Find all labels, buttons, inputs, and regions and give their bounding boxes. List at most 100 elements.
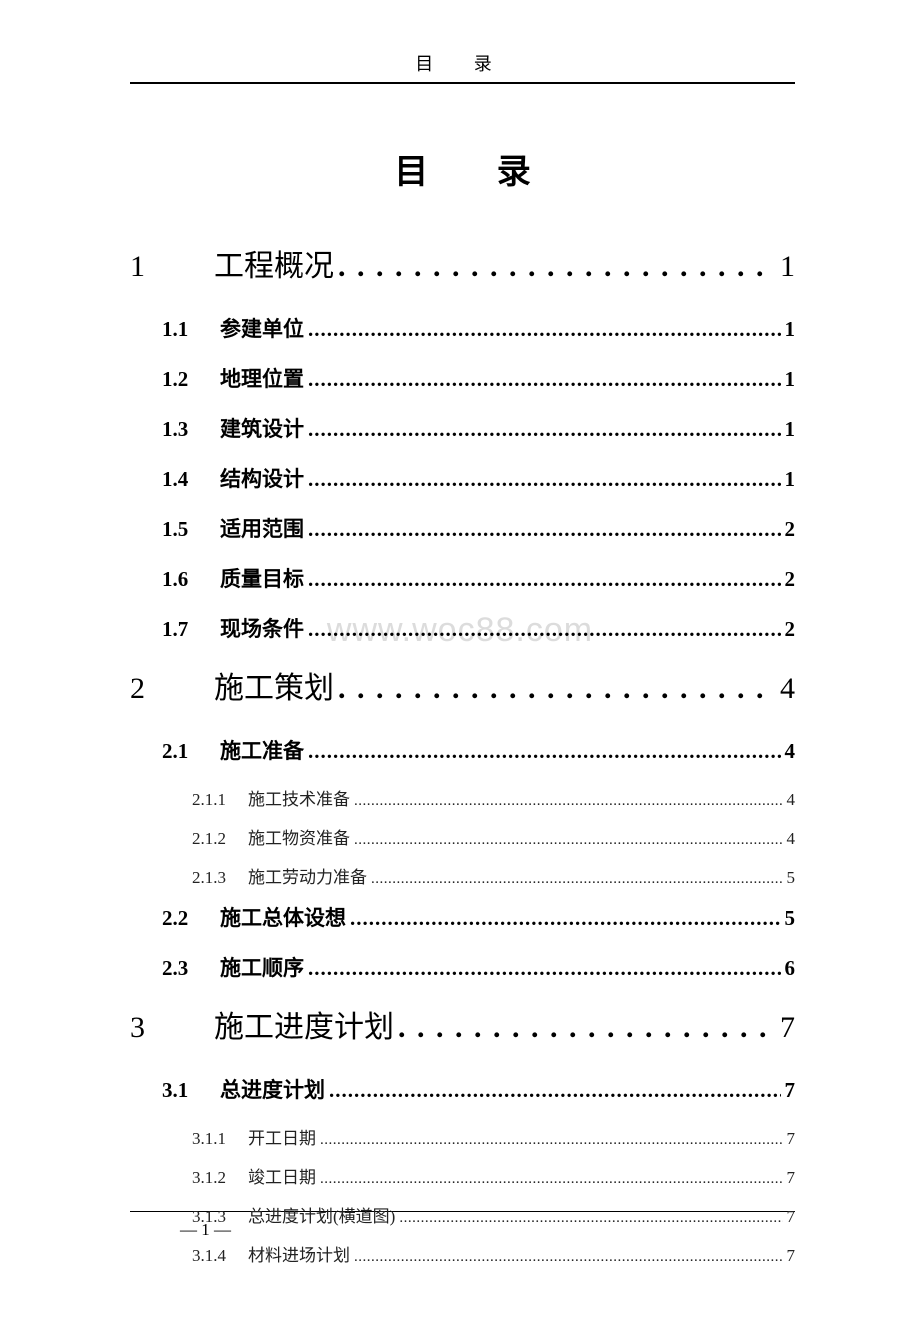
toc-entry: 2.1.3施工劳动力准备 5 <box>130 863 795 888</box>
toc-leader <box>399 1207 782 1227</box>
toc-number: 2.1.2 <box>192 829 248 849</box>
page-title: 目 录 <box>130 144 795 193</box>
toc-leader <box>308 467 781 492</box>
toc-page: 1 <box>785 417 796 442</box>
toc-title: 竣工日期 <box>248 1163 316 1188</box>
toc-page: 7 <box>787 1168 796 1188</box>
toc-number: 2.2 <box>162 906 220 931</box>
toc-title: 总进度计划(横道图) <box>248 1202 395 1227</box>
page-header: 目 录 <box>130 50 795 84</box>
toc-page: 4 <box>787 790 796 810</box>
toc-leader <box>320 1129 783 1149</box>
toc-page: 1 <box>785 367 796 392</box>
toc-number: 3.1 <box>162 1078 220 1103</box>
toc-page: 4 <box>785 739 796 764</box>
toc-entry: 1.7现场条件 2 <box>130 613 795 643</box>
toc-title: 参建单位 <box>220 313 304 343</box>
toc-title: 结构设计 <box>220 463 304 493</box>
toc-number: 1.4 <box>162 467 220 492</box>
toc-title: 总进度计划 <box>220 1074 325 1104</box>
toc-page: 1 <box>785 467 796 492</box>
toc-number: 2.1 <box>162 739 220 764</box>
toc-leader <box>308 517 781 542</box>
toc-entry: 1.5适用范围 2 <box>130 513 795 543</box>
toc-entry: 2.1施工准备4 <box>130 735 795 765</box>
toc-title: 施工技术准备 <box>248 785 350 810</box>
toc-page: 7 <box>787 1207 796 1227</box>
toc-number: 2 <box>130 672 214 706</box>
toc-leader <box>329 1078 781 1103</box>
running-header: 目 录 <box>130 50 795 76</box>
toc-page: 1 <box>780 250 795 284</box>
toc-number: 1.7 <box>162 617 220 642</box>
toc-leader <box>354 1246 783 1266</box>
toc-title: 施工进度计划 <box>214 1002 394 1046</box>
document-page: 目 录 www.woc88.com 目 录 1工程概况11.1参建单位11.2地… <box>0 0 920 1320</box>
toc-leader <box>371 868 783 888</box>
toc-entry: 1.2地理位置 1 <box>130 363 795 393</box>
toc-number: 1.3 <box>162 417 220 442</box>
table-of-contents: 1工程概况11.1参建单位11.2地理位置11.3建筑设计11.4结构设计11.… <box>130 241 795 1266</box>
toc-title: 施工劳动力准备 <box>248 863 367 888</box>
toc-leader <box>308 617 781 642</box>
toc-leader <box>308 567 781 592</box>
toc-entry: 1.3建筑设计1 <box>130 413 795 443</box>
toc-page: 6 <box>785 956 796 981</box>
toc-page: 7 <box>787 1246 796 1266</box>
toc-entry: 2施工策划 4 <box>130 663 795 707</box>
toc-number: 3.1.3 <box>192 1207 248 1227</box>
header-rule <box>130 82 795 84</box>
toc-number: 2.1.1 <box>192 790 248 810</box>
toc-number: 1.6 <box>162 567 220 592</box>
toc-number: 1.1 <box>162 317 220 342</box>
toc-leader <box>350 906 781 931</box>
toc-leader <box>308 367 781 392</box>
toc-number: 3.1.2 <box>192 1168 248 1188</box>
toc-number: 3.1.4 <box>192 1246 248 1266</box>
toc-entry: 3.1.3总进度计划(横道图) 7 <box>130 1202 795 1227</box>
toc-page: 4 <box>787 829 796 849</box>
toc-title: 开工日期 <box>248 1124 316 1149</box>
toc-number: 1.2 <box>162 367 220 392</box>
toc-entry: 2.3施工顺序 6 <box>130 952 795 982</box>
toc-title: 适用范围 <box>220 513 304 543</box>
toc-title: 材料进场计划 <box>248 1241 350 1266</box>
toc-number: 3.1.1 <box>192 1129 248 1149</box>
toc-leader <box>308 417 781 442</box>
toc-entry: 2.1.1施工技术准备 4 <box>130 785 795 810</box>
toc-page: 5 <box>787 868 796 888</box>
toc-entry: 3施工进度计划7 <box>130 1002 795 1046</box>
toc-title: 施工顺序 <box>220 952 304 982</box>
toc-number: 3 <box>130 1011 214 1045</box>
toc-title: 地理位置 <box>220 363 304 393</box>
toc-page: 2 <box>785 617 796 642</box>
toc-page: 2 <box>785 567 796 592</box>
toc-page: 4 <box>780 672 795 706</box>
toc-leader <box>338 672 776 706</box>
toc-page: 1 <box>785 317 796 342</box>
toc-leader <box>308 956 781 981</box>
toc-entry: 3.1.4材料进场计划 7 <box>130 1241 795 1266</box>
toc-title: 现场条件 <box>220 613 304 643</box>
toc-number: 2.1.3 <box>192 868 248 888</box>
toc-entry: 1.4结构设计 1 <box>130 463 795 493</box>
toc-page: 2 <box>785 517 796 542</box>
toc-leader <box>398 1011 776 1045</box>
toc-page: 7 <box>785 1078 796 1103</box>
toc-number: 1.5 <box>162 517 220 542</box>
toc-page: 7 <box>787 1129 796 1149</box>
toc-leader <box>354 829 783 849</box>
toc-leader <box>354 790 783 810</box>
toc-leader <box>308 317 781 342</box>
toc-entry: 2.1.2施工物资准备4 <box>130 824 795 849</box>
toc-title: 施工策划 <box>214 663 334 707</box>
toc-leader <box>338 250 776 284</box>
toc-number: 2.3 <box>162 956 220 981</box>
toc-entry: 1工程概况1 <box>130 241 795 285</box>
toc-page: 5 <box>785 906 796 931</box>
toc-entry: 1.6质量目标 2 <box>130 563 795 593</box>
toc-entry: 1.1参建单位 1 <box>130 313 795 343</box>
toc-title: 工程概况 <box>214 241 334 285</box>
toc-title: 质量目标 <box>220 563 304 593</box>
toc-entry: 3.1.2竣工日期 7 <box>130 1163 795 1188</box>
